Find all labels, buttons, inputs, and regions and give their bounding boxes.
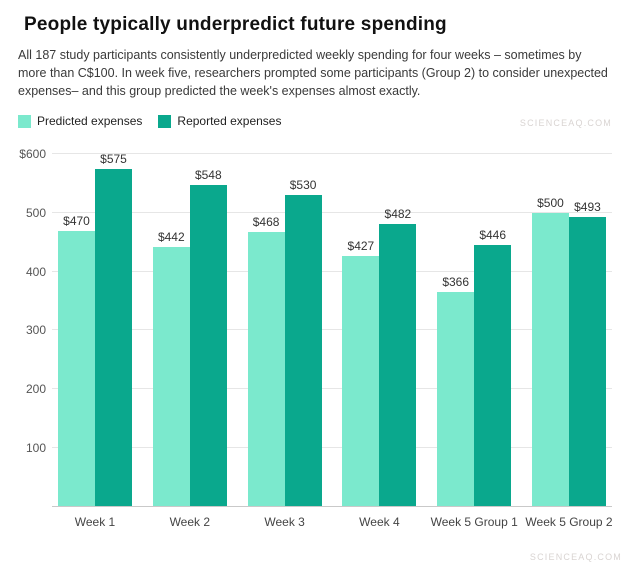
x-axis-label: Week 1: [74, 515, 116, 530]
bar-value-label: $482: [384, 206, 412, 221]
bar-predicted: $470: [58, 214, 95, 507]
chart-title: People typically underpredict future spe…: [24, 14, 447, 35]
gridline: [52, 329, 612, 331]
legend-row: Predicted expenses Reported expenses SCI…: [18, 110, 612, 128]
bar-reported: $446: [474, 228, 512, 507]
gridline: [52, 270, 612, 272]
bar-chart: $600 500 400 300 200 100 $470 $575 $442 $548 $468…: [18, 147, 612, 508]
predicted-swatch-icon: [18, 114, 31, 128]
bar-group: $468 $530: [247, 154, 322, 507]
legend: Predicted expenses Reported expenses: [18, 114, 281, 128]
reported-swatch-icon: [158, 114, 172, 128]
bar-predicted: $442: [152, 230, 190, 507]
watermark: SCIENCEAQ.COM: [519, 118, 612, 129]
watermark-bottom: SCIENCEAQ.COM: [529, 552, 622, 562]
bars-container: $470 $575 $442 $548 $468 $530 $427 $482 $366 $446…: [52, 152, 612, 507]
legend-label-reported: Reported expenses: [177, 114, 282, 129]
x-axis: Week 1 Week 2 Week 3 Week 4 Week 5 Group 1 We…: [52, 515, 613, 530]
bar-value-label: $468: [252, 214, 280, 229]
legend-item-reported: Reported expenses: [158, 114, 281, 128]
gridline: [52, 388, 612, 390]
bar-group: $427 $482: [342, 154, 417, 507]
bar-predicted: $366: [437, 275, 475, 507]
bar-value-label: $548: [194, 167, 222, 182]
y-axis-tick-label: 300: [25, 323, 46, 338]
gridline: [52, 446, 612, 448]
bar-value-label: $442: [157, 230, 185, 245]
bar-value-label: $446: [479, 227, 507, 242]
plot-area: $470 $575 $442 $548 $468 $530 $427 $482 $366 $446…: [52, 152, 612, 508]
y-axis-tick-label: 500: [25, 206, 46, 221]
bar-reported: $493: [568, 200, 606, 507]
bar-group: $366 $446: [437, 154, 512, 507]
bar-value-label: $493: [574, 200, 601, 215]
chart-description: All 187 study participants consistently …: [18, 48, 608, 99]
bar-value-label: $530: [289, 178, 317, 193]
bar-reported: $530: [284, 178, 322, 507]
bar-reported: $482: [379, 207, 417, 507]
y-axis-tick-label: 100: [25, 440, 46, 455]
bar-value-label: $500: [537, 196, 564, 211]
x-axis-row: Week 1 Week 2 Week 3 Week 4 Week 5 Group 1 We…: [18, 507, 613, 530]
bar-reported: $575: [95, 152, 132, 507]
bar-value-label: $427: [347, 238, 375, 253]
legend-item-predicted: Predicted expenses: [18, 114, 142, 128]
x-axis-label: Week 4: [359, 515, 400, 530]
bar-predicted: $427: [342, 239, 380, 507]
bar-value-label: $470: [63, 213, 90, 228]
x-axis-label: Week 3: [264, 515, 305, 530]
bar-value-label: $575: [100, 152, 127, 167]
bar-reported: $548: [189, 168, 227, 507]
y-axis: $600 500 400 300 200 100: [18, 147, 52, 506]
bar-group: $470 $575: [58, 152, 132, 507]
gridline: [52, 212, 612, 214]
bar-predicted: $500: [531, 196, 569, 507]
x-axis-label: Week 5 Group 2: [525, 515, 613, 530]
y-axis-tick-label: $600: [19, 147, 46, 162]
y-axis-tick-label: 200: [25, 382, 46, 397]
bar-group: $442 $548: [152, 154, 227, 507]
gridline: [52, 153, 612, 155]
y-axis-tick-label: 400: [25, 264, 46, 279]
x-axis-label: Week 5 Group 1: [430, 515, 518, 530]
legend-label-predicted: Predicted expenses: [37, 114, 143, 129]
x-axis-label: Week 2: [169, 515, 211, 530]
x-axis-spacer: [18, 507, 52, 529]
bar-predicted: $468: [247, 215, 285, 507]
bar-value-label: $366: [442, 274, 470, 289]
bar-group: $500 $493: [531, 154, 606, 507]
